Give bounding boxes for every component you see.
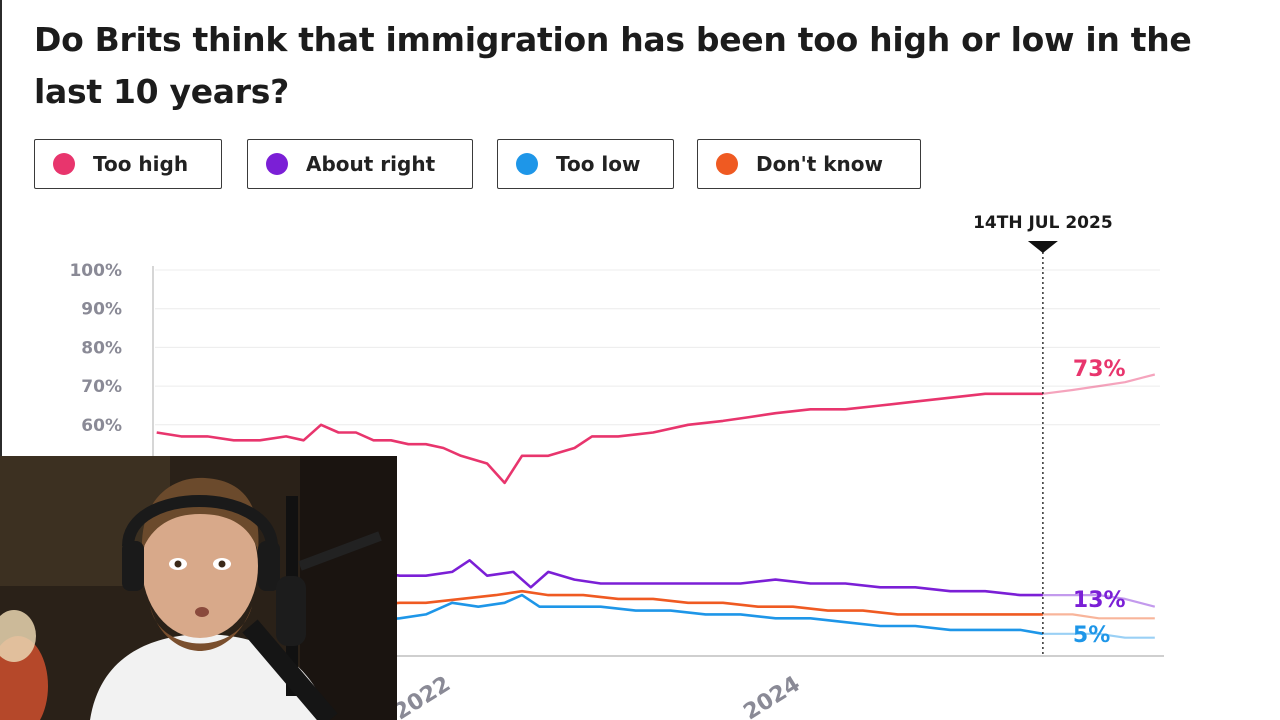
- x-tick-label-2024: 2024: [739, 672, 804, 720]
- date-marker: 14TH JUL 2025: [973, 213, 1113, 656]
- legend-item-dont-know[interactable]: Don't know: [697, 139, 921, 189]
- legend-item-too-low[interactable]: Too low: [497, 139, 674, 189]
- y-tick-label-60: 60%: [81, 416, 122, 436]
- series-line-projected-about-right: [1042, 594, 1156, 608]
- legend-item-too-high[interactable]: Too high: [34, 139, 222, 189]
- y-tick-label-70: 70%: [81, 377, 122, 397]
- y-tick-label-90: 90%: [81, 300, 122, 320]
- gridlines: [155, 269, 1160, 426]
- series-line-too-high: [156, 392, 1043, 485]
- legend-label-too-high: Too high: [93, 152, 189, 176]
- webcam-image: [0, 456, 397, 720]
- legend-dot-about-right: [266, 153, 288, 175]
- y-tick-label-80: 80%: [81, 338, 122, 358]
- x-tick-label-2022: 2022: [390, 672, 455, 720]
- legend-dot-too-high: [53, 153, 75, 175]
- chart-title: Do Brits think that immigration has been…: [34, 20, 1192, 111]
- legend-label-dont-know: Don't know: [756, 152, 883, 176]
- y-tick-label-100: 100%: [69, 261, 122, 281]
- end-label-about-right: 13%: [1073, 588, 1126, 613]
- legend-dot-dont-know: [716, 153, 738, 175]
- series-line-projected-too-low: [1042, 632, 1155, 639]
- end-label-too-low: 5%: [1073, 623, 1110, 648]
- streamer-webcam-overlay: [0, 456, 397, 720]
- legend-item-about-right[interactable]: About right: [247, 139, 473, 189]
- legend-dot-too-low: [516, 153, 538, 175]
- marker-triangle: [1027, 241, 1058, 253]
- legend-label-too-low: Too low: [556, 152, 641, 176]
- end-labels: 73% 13% 5%: [1073, 357, 1126, 648]
- marker-label: 14TH JUL 2025: [973, 213, 1113, 233]
- left-border: [0, 0, 2, 460]
- legend-label-about-right: About right: [306, 152, 436, 176]
- series-line-projected-too-high: [1042, 373, 1156, 395]
- series-line-projected-don-t-know: [1042, 613, 1155, 620]
- end-label-too-high: 73%: [1073, 357, 1126, 382]
